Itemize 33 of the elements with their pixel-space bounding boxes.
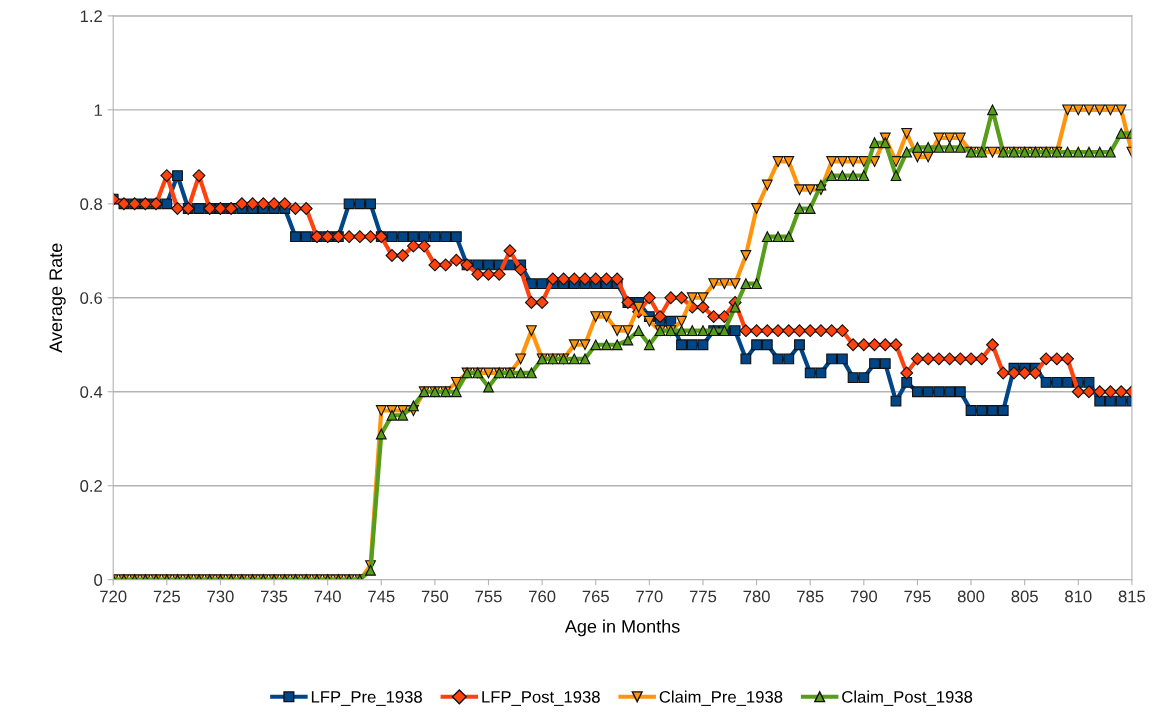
x-tick-label: 760 [529,590,556,603]
x-tick-label: 765 [582,590,609,603]
x-tick-label: 780 [743,590,770,603]
x-tick-label: 775 [689,590,717,603]
y-tick-label: 0.6 [80,292,103,304]
legend-label: LFP_Pre_1938 [311,690,422,706]
x-tick-label: 815 [1118,590,1146,603]
y-tick-label: 1.2 [80,10,102,22]
y-tick-label: 0.4 [80,386,103,398]
x-axis-title: Age in Months [564,619,680,637]
x-tick-label: 720 [100,590,127,603]
x-tick-label: 755 [475,590,502,603]
y-axis-title: Average Rate [49,243,66,353]
x-tick-label: 740 [314,590,341,603]
legend-label: LFP_Post_1938 [482,690,600,706]
x-tick-label: 725 [153,590,181,603]
x-tick-label: 795 [904,590,931,603]
y-tick-label: 0.2 [80,480,102,492]
x-tick-label: 805 [1011,590,1038,603]
y-tick-label: 0.8 [80,198,103,211]
x-tick-label: 735 [260,590,288,603]
legend-label: Claim_Post_1938 [842,690,973,706]
x-tick-label: 790 [850,590,878,603]
x-tick-label: 730 [207,590,234,603]
x-tick-label: 800 [957,590,985,603]
x-tick-label: 785 [797,590,824,603]
y-tick-label: 0 [94,574,103,586]
y-tick-label: 1 [94,104,102,116]
legend-label: Claim_Pre_1938 [659,690,783,706]
x-tick-label: 750 [421,590,449,603]
x-tick-label: 810 [1065,590,1092,603]
x-tick-label: 770 [636,590,663,603]
x-tick-label: 745 [368,590,395,603]
